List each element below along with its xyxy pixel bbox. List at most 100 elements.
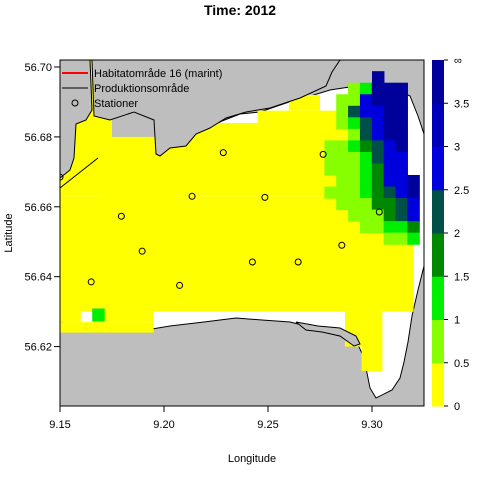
raster-cell: [395, 82, 408, 95]
raster-cell: [371, 94, 385, 107]
raster-cell: [371, 140, 385, 153]
raster-cell: [407, 221, 420, 234]
raster-cell: [395, 209, 408, 222]
raster-cell: [348, 82, 361, 95]
raster-cell: [359, 198, 373, 211]
raster-cell: [348, 140, 361, 153]
raster-cell: [359, 82, 373, 95]
raster-cell: [383, 232, 397, 245]
raster-cell: [383, 82, 397, 95]
raster-cell: [371, 105, 385, 118]
raster-cell: [383, 186, 397, 199]
colorbar-tick-label: 2: [454, 228, 460, 240]
raster-cell: [348, 209, 361, 222]
legend-label-stations: Stationer: [94, 98, 138, 110]
raster-cell: [336, 94, 349, 107]
raster-cell: [407, 186, 420, 199]
stations-layer: [60, 149, 383, 289]
y-tick-label: 56.62: [24, 342, 52, 354]
colorbar-tick-label: 3: [454, 142, 460, 154]
x-axis-label: Longitude: [228, 453, 276, 465]
raster-cell: [336, 163, 349, 176]
raster-cell: [348, 163, 361, 176]
raster-cell: [395, 151, 408, 165]
raster-cell: [359, 221, 373, 234]
colorbar-segment: [432, 189, 444, 234]
raster-cell: [395, 232, 408, 245]
raster-cell: [348, 198, 361, 211]
raster-cell: [348, 174, 361, 188]
station-marker: [87, 278, 95, 286]
station-marker: [117, 212, 125, 220]
raster-cell: [324, 186, 337, 199]
legend-marker-stations: [71, 99, 79, 107]
colorbar-segment: [432, 233, 444, 277]
raster-cell: [359, 186, 373, 199]
shoreline-spit: [60, 60, 93, 179]
raster-cell: [371, 163, 385, 176]
raster-cell: [359, 163, 373, 176]
raster-cell: [371, 128, 385, 141]
station-marker: [319, 150, 327, 158]
raster-cell: [395, 186, 408, 199]
raster-cell: [359, 105, 373, 118]
plot-frame: [59, 59, 425, 407]
station-marker: [176, 281, 184, 289]
raster-cell: [383, 198, 397, 211]
station-marker: [375, 208, 383, 216]
raster-cell: [383, 117, 397, 130]
raster-cell: [371, 82, 385, 95]
raster-cell: [348, 105, 361, 118]
legend-label-habitat: Habitatområde 16 (marint): [94, 68, 222, 80]
raster-cell: [383, 128, 397, 141]
y-tick-label: 56.68: [24, 132, 52, 144]
raster-cell: [359, 151, 373, 165]
y-axis-label: Latitude: [3, 213, 15, 252]
raster-cell: [395, 140, 408, 153]
y-tick-label: 56.66: [24, 202, 52, 214]
colorbar-tick-label: 3.5: [454, 98, 469, 110]
raster-cell-yellow: [60, 322, 154, 333]
x-axis: 9.15 9.20 9.25 9.30: [49, 406, 383, 431]
raster-cell: [395, 128, 408, 141]
y-tick-label: 56.70: [24, 62, 52, 74]
raster-cell: [359, 94, 373, 107]
raster-cell: [371, 117, 385, 130]
raster-cell: [371, 174, 385, 188]
station-marker: [248, 258, 256, 266]
colorbar-tick-label: ∞: [454, 55, 462, 67]
colorbar: 0 0.5 1 1.5 2 2.5 3 3.5 ∞: [432, 55, 469, 413]
colorbar-segment: [432, 276, 444, 320]
y-tick-label: 56.64: [24, 272, 52, 284]
raster-cell: [371, 198, 385, 211]
station-marker: [219, 149, 227, 157]
raster-cell: [383, 105, 397, 118]
raster-cell: [359, 140, 373, 153]
colorbar-tick-label: 0: [454, 401, 460, 413]
raster-cell: [371, 221, 385, 234]
colorbar-segment: [432, 319, 444, 364]
raster-cell: [336, 140, 349, 153]
station-marker: [261, 193, 269, 201]
colorbar-tick-label: 1.5: [454, 271, 469, 283]
raster-cell: [383, 221, 397, 234]
raster-cell: [348, 151, 361, 165]
station-marker: [138, 247, 146, 255]
raster-cell: [336, 151, 349, 165]
x-tick-label: 9.25: [257, 419, 278, 431]
raster-cell: [383, 174, 397, 188]
station-marker: [188, 192, 196, 200]
raster-cell: [348, 186, 361, 199]
raster-cell: [324, 140, 337, 153]
colorbar-tick-label: 0.5: [454, 358, 469, 370]
raster-cell: [407, 232, 420, 245]
raster-cell: [371, 151, 385, 165]
raster-cell-yellow: [60, 311, 81, 323]
raster-cell: [372, 71, 385, 84]
station-marker: [338, 241, 346, 249]
raster-cell-yellow: [103, 311, 154, 323]
raster-cell: [407, 198, 420, 211]
raster-cell: [336, 117, 349, 130]
raster-cell: [395, 94, 408, 107]
x-tick-label: 9.20: [153, 419, 174, 431]
